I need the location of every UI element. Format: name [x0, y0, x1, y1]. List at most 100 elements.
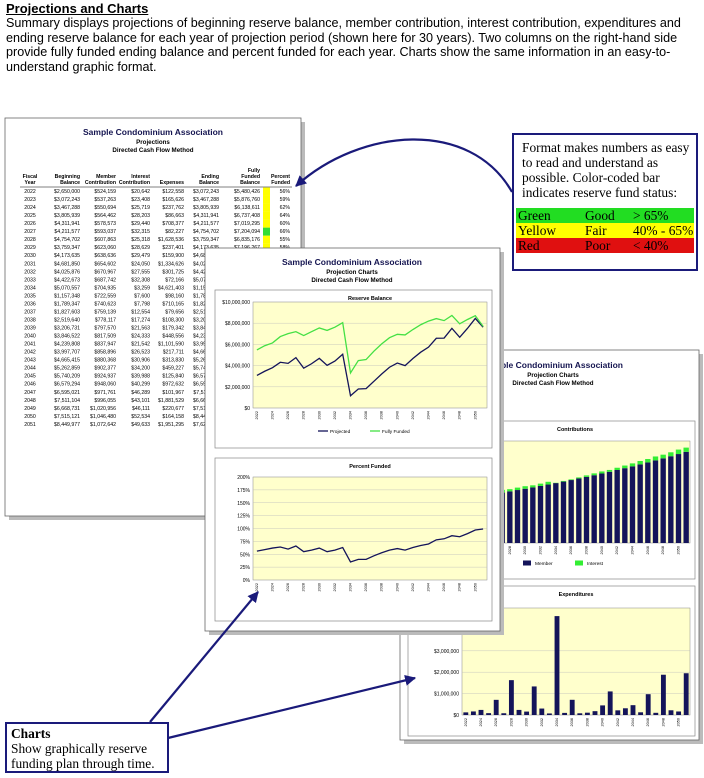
status-row: Red Poor < 40% [516, 238, 694, 253]
bar-segment [507, 489, 513, 492]
bar-segment [576, 478, 582, 543]
status-bar [263, 195, 270, 204]
table-cell: $3,997,707 [54, 350, 80, 356]
table-cell: $46,111 [132, 406, 150, 412]
report-title: Sample Condominium Association [83, 127, 223, 137]
table-cell: $837,947 [94, 342, 116, 348]
bar [577, 713, 583, 715]
bar-segment [568, 480, 574, 543]
status-cell: Green [518, 208, 551, 223]
bar-segment [660, 458, 666, 543]
table-cell: $459,227 [162, 366, 184, 372]
table-cell: $722,559 [94, 293, 116, 299]
table-cell: 64% [280, 213, 291, 219]
bar [638, 712, 644, 715]
x-tick-label: 2048 [661, 546, 665, 554]
x-tick-label: 2034 [554, 546, 558, 554]
table-cell: 2023 [24, 197, 36, 203]
table-cell: $1,020,956 [90, 406, 116, 412]
y-tick-label: 75% [240, 539, 251, 545]
x-tick-label: 2046 [442, 411, 446, 419]
x-tick-label: 2028 [508, 546, 512, 554]
x-tick-label: 2024 [479, 718, 483, 726]
bar-segment [522, 486, 528, 489]
table-cell: $858,896 [94, 350, 116, 356]
table-cell: $24,333 [131, 334, 150, 340]
bar [470, 711, 476, 715]
bar [562, 712, 568, 715]
bar [607, 691, 613, 715]
x-tick-label: 2036 [364, 583, 368, 591]
table-cell: $4,754,702 [54, 237, 80, 243]
bar [645, 694, 651, 715]
table-cell: 2043 [24, 358, 36, 364]
bar [539, 708, 545, 715]
x-tick-label: 2044 [631, 546, 635, 554]
y-tick-label: $0 [453, 713, 459, 719]
column-header: Fully Funded Balance [240, 168, 260, 186]
bar-segment [507, 491, 513, 543]
bar-segment [514, 487, 521, 491]
bar-segment [522, 488, 528, 543]
x-tick-label: 2050 [473, 411, 477, 419]
y-tick-label: 200% [237, 475, 250, 481]
data-line [256, 528, 484, 563]
bar-segment [530, 485, 536, 488]
table-cell: $1,951,295 [158, 422, 184, 428]
table-cell: $108,300 [162, 317, 184, 323]
table-cell: $4,422,673 [54, 277, 80, 283]
column-header: Percent Funded [271, 174, 290, 186]
table-cell: $34,200 [131, 366, 150, 372]
table-cell: $21,542 [131, 342, 150, 348]
table-cell: $524,159 [94, 189, 116, 195]
table-cell: 2039 [24, 326, 36, 332]
status-cell: Good [585, 208, 615, 223]
table-cell: $797,570 [94, 326, 116, 332]
status-bar [263, 227, 270, 236]
x-tick-label: 2032 [539, 546, 543, 554]
x-tick-label: 2030 [523, 546, 527, 554]
table-cell: 2047 [24, 390, 36, 396]
table-cell: $5,262,859 [54, 366, 80, 372]
table-cell: $4,173,635 [54, 253, 80, 259]
column-header: Fiscal Year [23, 174, 38, 186]
callout-text: Format makes numbers as easy to read and… [522, 140, 690, 200]
bar [531, 686, 537, 715]
column-header: Ending Balance [199, 174, 219, 186]
bar-segment [652, 460, 659, 543]
table-cell: $902,377 [94, 366, 116, 372]
table-cell: $5,070,557 [54, 285, 80, 291]
legend-swatch [523, 560, 531, 566]
x-tick-label: 2046 [442, 583, 446, 591]
table-cell: $49,633 [131, 422, 150, 428]
x-tick-label: 2034 [349, 583, 353, 591]
table-cell: $7,019,295 [234, 221, 260, 227]
table-cell: 2025 [24, 213, 36, 219]
x-tick-label: 2042 [411, 411, 415, 419]
y-tick-label: 100% [237, 527, 250, 533]
table-cell: $972,632 [162, 382, 184, 388]
table-cell: $7,600 [134, 293, 150, 299]
table-cell: $3,072,243 [193, 189, 219, 195]
bar-segment [599, 471, 605, 474]
table-cell: $670,967 [94, 269, 116, 275]
table-cell: 2037 [24, 309, 36, 315]
table-cell: $759,139 [94, 309, 116, 315]
bar-segment [675, 449, 682, 455]
table-cell: $4,211,577 [54, 229, 80, 235]
table-cell: 2038 [24, 317, 36, 323]
table-cell: $3,805,939 [193, 205, 219, 211]
table-cell: $578,573 [94, 221, 116, 227]
table-cell: $26,523 [131, 350, 150, 356]
x-tick-label: 2034 [555, 718, 559, 726]
table-cell: 2044 [24, 366, 36, 372]
table-cell: $1,046,480 [90, 414, 116, 420]
x-tick-label: 2048 [661, 718, 665, 726]
bar-segment [599, 473, 605, 543]
table-cell: 2031 [24, 261, 36, 267]
bar-segment [668, 456, 674, 543]
table-cell: $6,579,294 [54, 382, 80, 388]
x-tick-label: 2028 [509, 718, 513, 726]
table-cell: 2048 [24, 398, 36, 404]
status-cell: Yellow [518, 223, 557, 238]
